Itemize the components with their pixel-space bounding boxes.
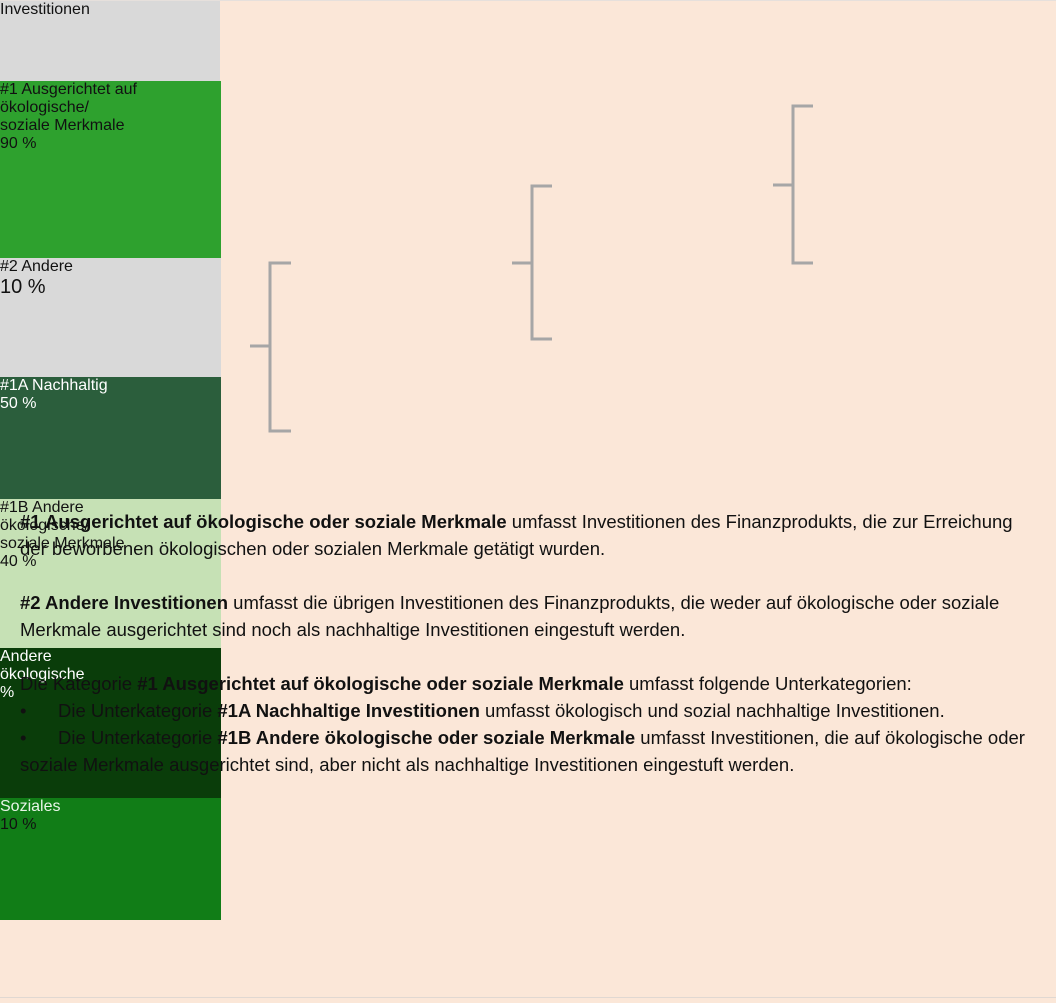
connector [791,104,813,265]
paragraph: • Die Unterkategorie #1B Andere ökologisc… [20,724,1040,778]
node-label: #1 Ausgerichtet auf [0,81,137,98]
paragraph: #1 Ausgerichtet auf ökologische oder soz… [20,508,1040,562]
node-label: ökologische [0,666,85,683]
node: Investitionen [0,1,220,81]
text: umfasst die übrigen Investitionen des Fi… [20,592,1000,640]
node-value: % [0,684,15,701]
bold-text: #1A Nachhaltige Investitionen [217,700,480,721]
node: #1A Nachhaltig 50 % [0,377,221,499]
text: • [20,700,27,721]
text: umfasst Investitionen, die auf ökologisc… [20,727,1025,775]
node-value: 90 % [0,135,37,152]
node-label: Andere [0,648,52,665]
text: umfasst ökologisch und sozial nachhaltig… [479,700,945,721]
node: #1B Andere ökologische/soziale Merkmale 40… [0,499,221,648]
text: Die Unterkategorie [58,727,218,748]
paragraph: Die Kategorie #1 Ausgerichtet auf ökolog… [20,670,1040,697]
description: #1 Ausgerichtet auf ökologische oder soz… [20,508,1040,778]
node-value: 10 % [0,816,37,833]
paragraph: #2 Andere Investitionen umfasst die übri… [20,589,1040,643]
bold-text: #1 Ausgerichtet auf ökologische oder soz… [20,511,507,532]
text: umfasst Investitionen des Finanzprodukts… [20,511,1013,559]
text: Die Unterkategorie [58,700,218,721]
text: Die Kategorie [20,673,138,694]
node-label: soziale Merkmale [0,117,125,134]
node-label: soziale Merkmale [0,535,125,552]
connector [268,261,291,433]
node: Andere ökologische% [0,648,221,798]
node-value: 50 % [0,395,37,412]
node-label: #2 Andere [0,258,73,275]
connector [530,184,552,341]
node-value: 10 % [0,276,46,298]
node-label: ökologische/ [0,99,89,116]
nodes: Investitionen #1 Ausgerichtet auf ökologis… [0,1,1056,920]
node: #1 Ausgerichtet auf ökologische/soziale M… [0,81,221,258]
bottom-border [0,997,1056,998]
node: Soziales 10 % [0,798,221,920]
bold-text: #1B Andere ökologische oder soziale Merk… [217,727,636,748]
node-label: #1A Nachhaltig [0,377,108,394]
node-label: ökologische/ [0,517,89,534]
node-value: 40 % [0,553,37,570]
text: umfasst folgende Unterkategorien: [623,673,912,694]
paragraph: • Die Unterkategorie #1A Nachhaltige Inve… [20,697,1040,724]
bold-text: #2 Andere Investitionen [20,592,229,613]
node-label: #1B Andere [0,499,84,516]
text: • [20,727,27,748]
node-label: Investitionen [0,1,90,18]
bold-text: #1 Ausgerichtet auf ökologische oder soz… [137,673,624,694]
connectors [250,104,813,433]
node-label: Soziales [0,798,61,815]
node: #2 Andere 10 % [0,258,221,377]
